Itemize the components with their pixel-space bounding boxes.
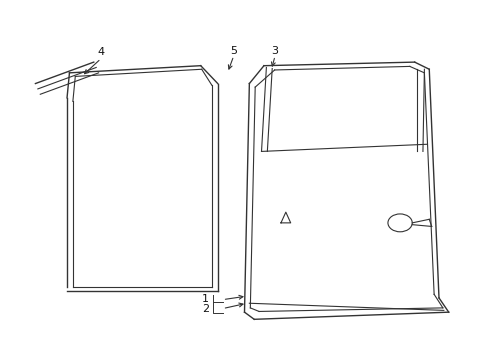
- Text: 2: 2: [202, 304, 209, 314]
- Text: 4: 4: [97, 47, 104, 57]
- Text: 1: 1: [202, 294, 209, 303]
- Text: 3: 3: [271, 46, 278, 56]
- Text: 5: 5: [230, 46, 237, 56]
